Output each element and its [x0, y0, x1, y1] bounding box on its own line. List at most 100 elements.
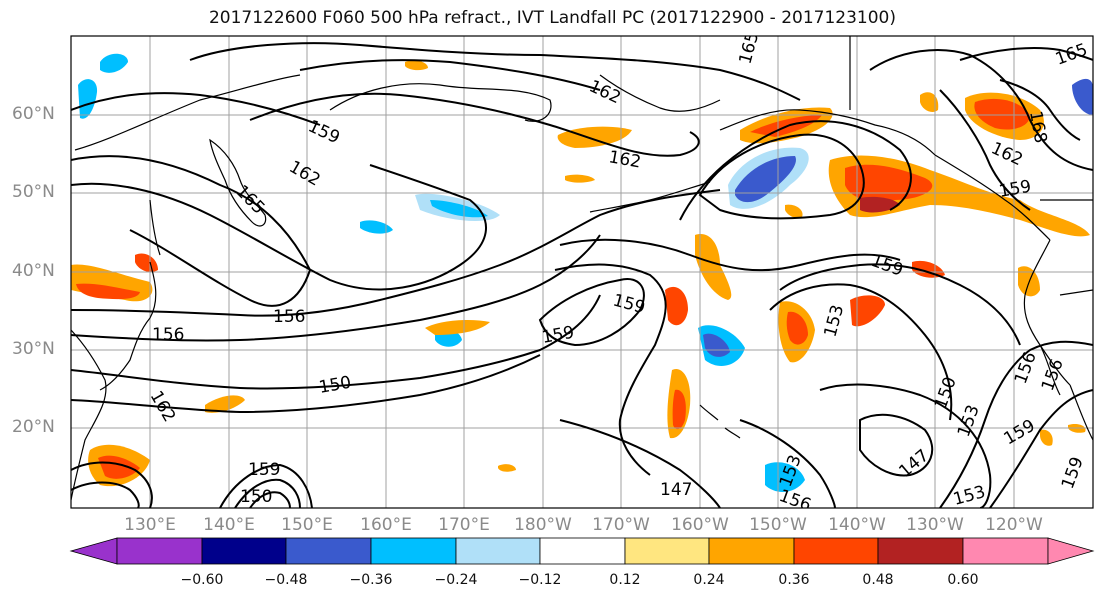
colorbar-bin [962, 537, 1049, 565]
shade-positive-central3-core [672, 389, 686, 430]
contour-label: 156 [776, 486, 813, 516]
contour-label: 153 [821, 303, 849, 340]
contour-sw2 [71, 481, 140, 508]
contour-150-east [769, 283, 953, 421]
contour-label: 156 [152, 325, 184, 345]
lon-label: 170°E [438, 515, 490, 535]
shade-positive-pac2 [205, 395, 245, 413]
colorbar-tick: −0.48 [264, 572, 308, 588]
chart-title: 2017122600 F060 500 hPa refract., IVT La… [208, 8, 896, 28]
shade-positive-small3 [785, 204, 803, 218]
colorbar-bin [624, 537, 710, 565]
contour-165-north [299, 59, 601, 91]
lat-label: 40°N [12, 261, 55, 281]
shade-positive-bering [557, 126, 632, 148]
map-area: 165 162 159 162 165 156 162 159 159 156 … [71, 30, 1093, 516]
shade-positive-small1 [135, 253, 158, 273]
shade-negative-se [765, 462, 805, 492]
contour-s1 [219, 463, 313, 508]
lon-label: 130°W [906, 515, 964, 535]
coast-uswest [1023, 239, 1071, 386]
shade-positive-mid-core [786, 311, 808, 345]
contour-150 [71, 294, 601, 390]
contour-162-gulf [698, 133, 865, 220]
contour-165-west [71, 155, 312, 307]
contour-label: 159 [1001, 416, 1039, 450]
shade-positive-ne-core [974, 98, 1030, 130]
colorbar-bin [201, 537, 287, 565]
lon-label: 120°W [985, 515, 1043, 535]
contour-label: 150 [240, 487, 272, 507]
contour-159-se [989, 389, 1093, 508]
shade-positive-central2 [695, 234, 732, 300]
colorbar-bin [708, 537, 795, 565]
coast-aleutians [589, 181, 711, 213]
colorbar-bin [116, 537, 203, 565]
shade-negative-ne [1072, 78, 1093, 115]
contour-label: 162 [586, 76, 624, 108]
contour-label: 168 [1025, 109, 1050, 144]
coastlines [71, 36, 1093, 501]
contour-label: 159 [248, 460, 280, 480]
contour-159-mid [538, 278, 645, 347]
shade-positive-small5 [920, 92, 939, 113]
colorbar-bin [793, 537, 879, 565]
shade-negative-nw [78, 79, 98, 119]
colorbar-extend-high [1047, 537, 1095, 565]
contour-label: 156 [1011, 349, 1041, 386]
contour-label: 162 [286, 157, 324, 191]
contour-153-east [779, 263, 1021, 346]
contour-153-s [739, 419, 836, 508]
contour-147 [71, 354, 541, 414]
lon-label: 150°E [281, 515, 333, 535]
colorbar-tick: 0.24 [693, 572, 725, 588]
contour-159-nw [71, 92, 321, 126]
coast-alaska-west [599, 74, 721, 112]
contour-label: 162 [607, 147, 642, 172]
shade-negative-nw2 [100, 53, 128, 73]
lon-label: 140°W [828, 515, 886, 535]
contour-label-layer: 165 162 159 162 165 156 162 159 159 156 … [146, 30, 1091, 516]
contour-156-se [939, 340, 1093, 508]
shade-positive-small6 [1040, 429, 1053, 446]
shade-positive-east2 [912, 260, 945, 278]
contour-label: 165 [736, 30, 764, 67]
contour-label: 159 [611, 291, 648, 319]
contour-168-ne [999, 79, 1081, 141]
contour-159-east [559, 238, 901, 272]
lon-label: 170°W [592, 515, 650, 535]
contour-label: 159 [305, 116, 343, 148]
contour-label: 153 [951, 482, 988, 510]
colorbar-extend-low [69, 537, 118, 565]
contour-label: 150 [317, 373, 352, 398]
lat-label: 50°N [12, 182, 55, 202]
shade-positive-west-jp-core [76, 283, 140, 300]
shade-negative-central-core [703, 333, 730, 357]
contour-label: 165 [1053, 40, 1090, 70]
shade-negative-west-core [430, 200, 488, 218]
contour-label: 147 [895, 446, 933, 482]
coast-mexico [1069, 384, 1093, 441]
colorbar-bin [370, 537, 457, 565]
coast-chukotka [329, 83, 552, 122]
contour-sw1 [71, 461, 153, 508]
lat-label: 60°N [12, 104, 55, 124]
shade-positive-pac1 [425, 320, 490, 335]
contour-147-s [559, 419, 721, 508]
colorbar-tick: 0.48 [862, 572, 894, 588]
colorbar-bin [539, 537, 626, 565]
contour-159-ne [939, 89, 1031, 211]
colorbar-tick: −0.36 [349, 572, 393, 588]
lon-label: 140°E [203, 515, 255, 535]
contour-147-east [859, 413, 934, 477]
lat-label: 30°N [12, 339, 55, 359]
border-us-mexico [1059, 289, 1093, 296]
coast-alaska-south [719, 109, 936, 156]
colorbar-tick: 0.12 [609, 572, 641, 588]
map-frame [70, 35, 1094, 509]
contour-label: 159 [1058, 454, 1088, 491]
contour-s3 [249, 491, 291, 508]
gridlines [71, 36, 1093, 508]
shade-negative-gulf-core [735, 156, 796, 203]
coast-kamchatka [209, 138, 267, 227]
